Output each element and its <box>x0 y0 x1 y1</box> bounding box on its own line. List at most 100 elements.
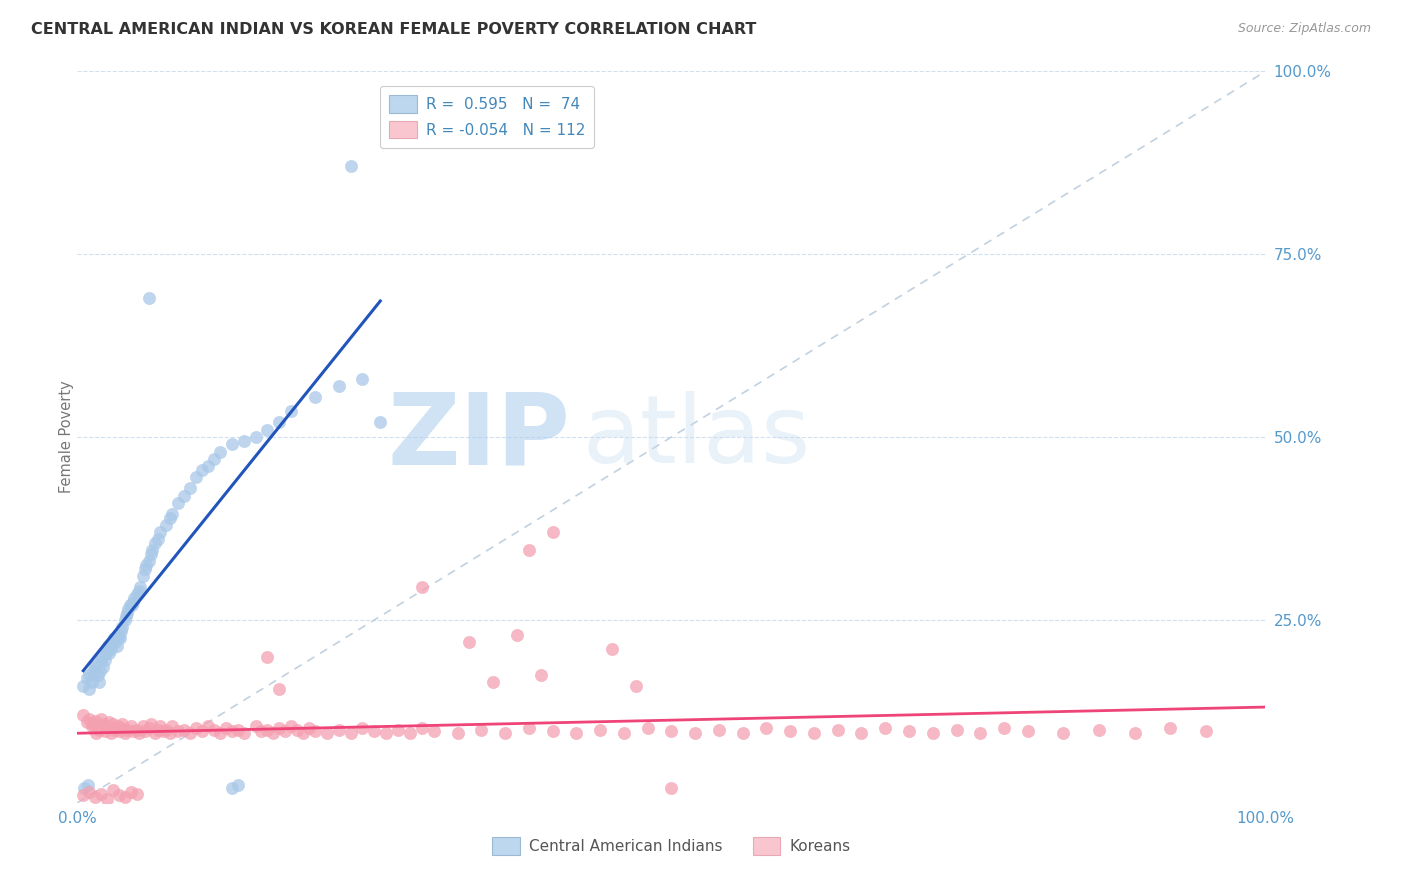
Point <box>86 667 108 681</box>
Point <box>363 724 385 739</box>
Point <box>107 632 129 646</box>
Point <box>89 664 111 678</box>
Text: CENTRAL AMERICAN INDIAN VS KOREAN FEMALE POVERTY CORRELATION CHART: CENTRAL AMERICAN INDIAN VS KOREAN FEMALE… <box>31 22 756 37</box>
Point <box>352 721 374 735</box>
Point <box>90 787 112 801</box>
Point <box>115 606 138 620</box>
Point <box>215 721 238 735</box>
Point <box>226 778 249 792</box>
Point <box>80 675 103 690</box>
Point <box>117 602 139 616</box>
Point <box>101 782 124 797</box>
Point <box>72 708 94 723</box>
Text: Source: ZipAtlas.com: Source: ZipAtlas.com <box>1237 22 1371 36</box>
Point <box>285 723 308 737</box>
Point <box>134 724 156 739</box>
Point <box>755 721 778 735</box>
Point <box>143 726 166 740</box>
Point <box>167 724 190 739</box>
Point <box>93 653 115 667</box>
Point <box>141 543 163 558</box>
Point <box>104 635 127 649</box>
Point <box>339 160 361 174</box>
Point <box>827 723 849 737</box>
Point <box>541 525 564 540</box>
Point <box>86 726 108 740</box>
Point <box>77 785 100 799</box>
Y-axis label: Female Poverty: Female Poverty <box>59 381 73 493</box>
Point <box>122 594 145 608</box>
Point <box>458 635 481 649</box>
Point <box>197 719 219 733</box>
Legend: Central American Indians, Koreans: Central American Indians, Koreans <box>486 831 856 861</box>
Point <box>115 609 138 624</box>
Point <box>138 721 160 735</box>
Point <box>76 715 98 730</box>
Point <box>191 724 214 739</box>
Point <box>118 599 141 613</box>
Point <box>969 726 991 740</box>
Point <box>600 642 623 657</box>
Point <box>208 444 231 458</box>
Point <box>197 459 219 474</box>
Point <box>506 627 529 641</box>
Point <box>387 723 409 737</box>
Point <box>86 657 108 671</box>
Point <box>399 726 422 740</box>
Point <box>138 554 160 568</box>
Point <box>101 635 124 649</box>
Point <box>921 726 943 740</box>
Point <box>98 646 121 660</box>
Point <box>173 723 195 737</box>
Point <box>221 437 243 451</box>
Point <box>97 639 120 653</box>
Point <box>77 667 100 681</box>
Point <box>108 724 131 739</box>
Point <box>159 726 181 740</box>
Point <box>274 724 297 739</box>
Point <box>143 536 166 550</box>
Point <box>146 723 169 737</box>
Point <box>91 649 114 664</box>
Point <box>661 781 683 796</box>
Point <box>167 496 190 510</box>
Point <box>517 543 540 558</box>
Point <box>122 724 145 739</box>
Point <box>256 723 278 737</box>
Point <box>683 726 706 740</box>
Point <box>134 562 156 576</box>
Point <box>256 423 278 437</box>
Point <box>93 660 115 674</box>
Point <box>221 724 243 739</box>
Point <box>96 792 118 806</box>
Point <box>530 667 553 681</box>
Point <box>179 726 201 740</box>
Point <box>139 547 162 561</box>
Point <box>494 726 516 740</box>
Point <box>93 724 115 739</box>
Point <box>875 721 897 735</box>
Point <box>82 716 104 731</box>
Point <box>304 724 326 739</box>
Point <box>446 726 468 740</box>
Point <box>945 723 967 737</box>
Text: ZIP: ZIP <box>388 389 571 485</box>
Point <box>250 724 273 739</box>
Point <box>707 723 730 737</box>
Point <box>73 781 96 796</box>
Point <box>470 723 492 737</box>
Point <box>245 430 267 444</box>
Point <box>120 785 142 799</box>
Point <box>125 587 148 601</box>
Point <box>80 719 103 733</box>
Point <box>82 664 104 678</box>
Point <box>375 726 398 740</box>
Point <box>565 726 588 740</box>
Point <box>131 719 153 733</box>
Point <box>1052 726 1074 740</box>
Point <box>280 404 302 418</box>
Point <box>1017 724 1039 739</box>
Point <box>245 719 267 733</box>
Point <box>779 724 801 739</box>
Point <box>110 624 132 638</box>
